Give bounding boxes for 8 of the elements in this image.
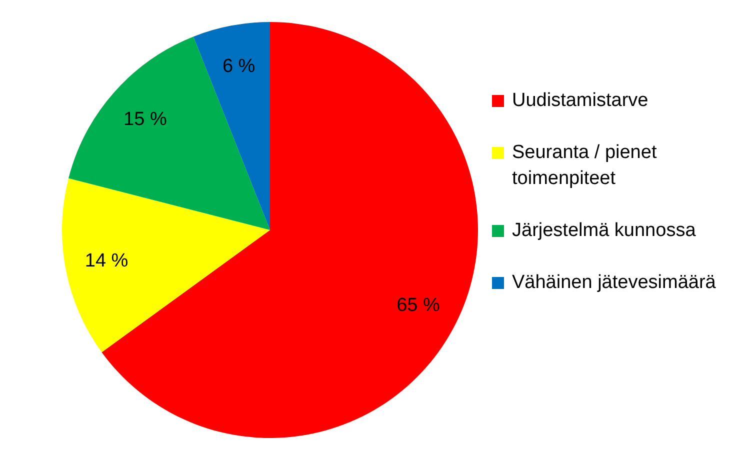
legend-label: Vähäinen jätevesimäärä bbox=[512, 271, 716, 295]
legend-label: Järjestelmä kunnossa bbox=[512, 219, 696, 243]
data-label: 65 % bbox=[396, 294, 440, 316]
data-label: 6 % bbox=[222, 56, 256, 77]
data-label: 15 % bbox=[124, 109, 167, 130]
legend-label: Uudistamistarve bbox=[512, 89, 648, 113]
data-label: 14 % bbox=[84, 250, 128, 272]
legend-label: Seuranta / pienet toimenpiteet bbox=[512, 141, 658, 191]
